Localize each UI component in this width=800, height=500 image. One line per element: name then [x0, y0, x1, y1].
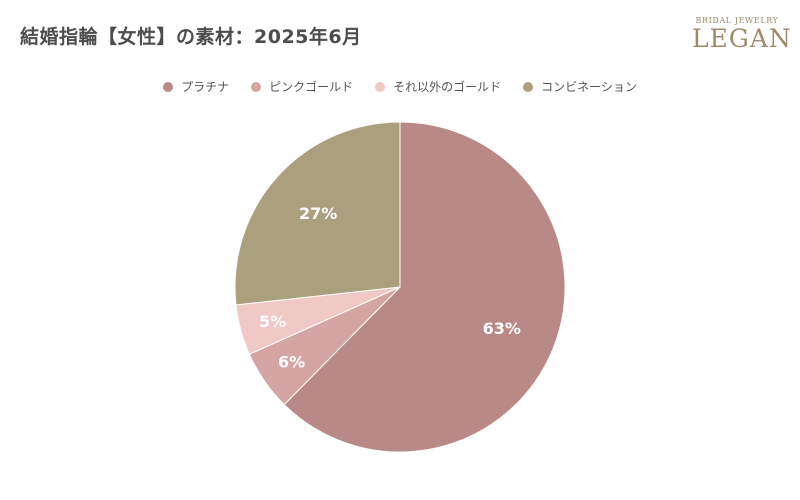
- slice-label-3: 27%: [299, 204, 337, 223]
- logo-tagline: BRIDAL JEWELRY: [695, 16, 779, 25]
- legend-item-other-gold: それ以外のゴールド: [375, 78, 501, 95]
- legend-label: プラチナ: [181, 80, 230, 94]
- legend-label: それ以外のゴールド: [393, 80, 502, 94]
- legend-swatch: [375, 81, 386, 92]
- legend-label: コンビネーション: [541, 80, 637, 94]
- legend-label: ピンクゴールド: [269, 80, 354, 94]
- legend-item-pink-gold: ピンクゴールド: [251, 78, 353, 95]
- legend-item-platinum: プラチナ: [163, 78, 229, 95]
- chart-legend: プラチナ ピンクゴールド それ以外のゴールド コンビネーション: [0, 78, 800, 95]
- legend-item-combination: コンビネーション: [523, 78, 637, 95]
- slice-label-1: 6%: [278, 353, 305, 372]
- legend-swatch: [251, 81, 262, 92]
- pie-slice-3: [234, 121, 401, 306]
- slice-label-0: 63%: [483, 319, 521, 338]
- chart-title: 結婚指輪【女性】の素材：2025年6月: [20, 26, 362, 48]
- legend-swatch: [523, 81, 534, 92]
- pie-slice-0: [283, 121, 566, 453]
- logo-wordmark: LEGAN: [692, 24, 792, 53]
- legend-swatch: [163, 81, 174, 92]
- slice-label-2: 5%: [259, 312, 286, 331]
- brand-logo: BRIDAL JEWELRY LEGAN: [692, 14, 792, 56]
